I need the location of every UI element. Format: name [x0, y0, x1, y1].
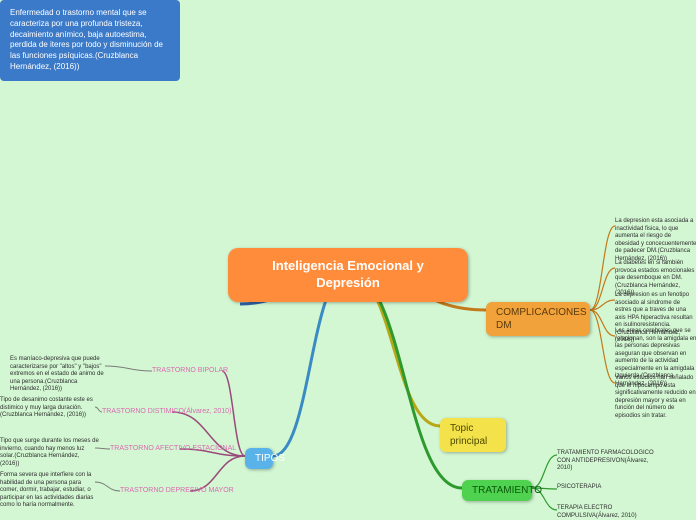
- tipos-sub-label: TRASTORNO DISTIMICO(Álvarez, 2010): [102, 408, 231, 416]
- tipos-sub-desc: Forma severa que interfiere con la habil…: [0, 472, 100, 510]
- branch-topic[interactable]: Topic principal: [440, 418, 506, 452]
- definition-box: Enfermedad o trastorno mental que se car…: [0, 0, 180, 81]
- tratamiento-sub-text: PSICOTERAPIA: [557, 484, 657, 492]
- tipos-sub-label: TRASTORNO DEPRESIVO MAYOR: [120, 487, 234, 495]
- tratamiento-sub-text: TERAPIA ELECTRO COMPULSIVA(Álvarez, 2010…: [557, 505, 657, 520]
- root-node[interactable]: Inteligencia Emocional y Depresión: [228, 248, 468, 302]
- complicaciones-sub-text: La depresion esta asociada a inactividad…: [615, 218, 696, 263]
- branch-tipos[interactable]: TIPOS: [245, 448, 273, 469]
- branch-tratamiento[interactable]: TRATAMIENTO: [462, 480, 532, 501]
- tipos-sub-label: TRASTORNO BIPOLAR: [152, 367, 228, 375]
- tipos-sub-desc: Es maníaco-depresiva que puede caracteri…: [10, 356, 110, 394]
- tratamiento-sub-text: TRATAMIENTO FARMACOLOGICO CON ANTIDEPRES…: [557, 450, 657, 473]
- tipos-sub-desc: Tipo que surge durante los meses de invi…: [0, 438, 100, 468]
- tipos-sub-desc: Tipo de desanimo costante este es distim…: [0, 397, 100, 420]
- complicaciones-sub-text: Varios estudios han señalado que el hipo…: [615, 375, 696, 420]
- tipos-sub-label: TRASTORNO AFECTIVO ESTACIONAL: [110, 445, 236, 453]
- branch-complicaciones[interactable]: COMPLICACIONES DM: [486, 302, 590, 336]
